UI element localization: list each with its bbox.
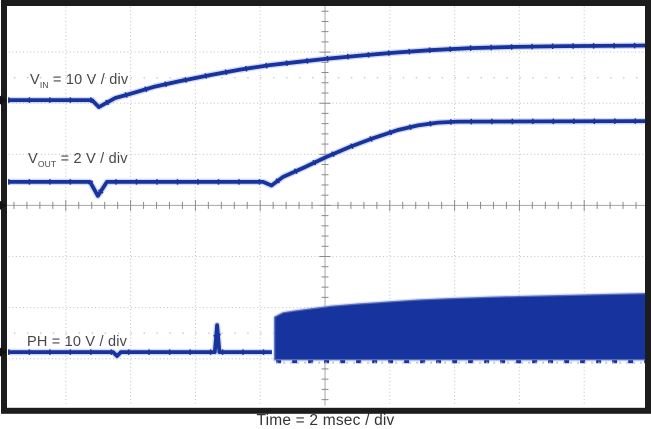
ph-reference-arrow [0, 347, 7, 357]
vout-label-symbol: V [28, 151, 38, 167]
ph-switching-band [272, 291, 648, 362]
vin-trace-label: VIN = 10 V / div [30, 72, 128, 90]
vout-trace-label: VOUT = 2 V / div [28, 151, 128, 169]
vout-label-scale: = 2 V / div [56, 151, 128, 167]
ph-label-scale: = 10 V / div [47, 334, 128, 350]
waveform-traces [8, 42, 648, 364]
vin-label-subscript: IN [39, 79, 49, 90]
scope-plot [0, 0, 651, 414]
vout-label-subscript: OUT [37, 158, 57, 169]
ph-trace-label: PH = 10 V / div [27, 334, 127, 352]
vin-label-scale: = 10 V / div [48, 72, 129, 88]
time-axis-label: Time = 2 msec / div [256, 412, 395, 429]
vin-label-symbol: V [30, 72, 40, 88]
ph-label-symbol: PH [27, 334, 48, 350]
vin-reference-arrow [0, 95, 7, 105]
vout-reference-arrow [0, 200, 7, 210]
